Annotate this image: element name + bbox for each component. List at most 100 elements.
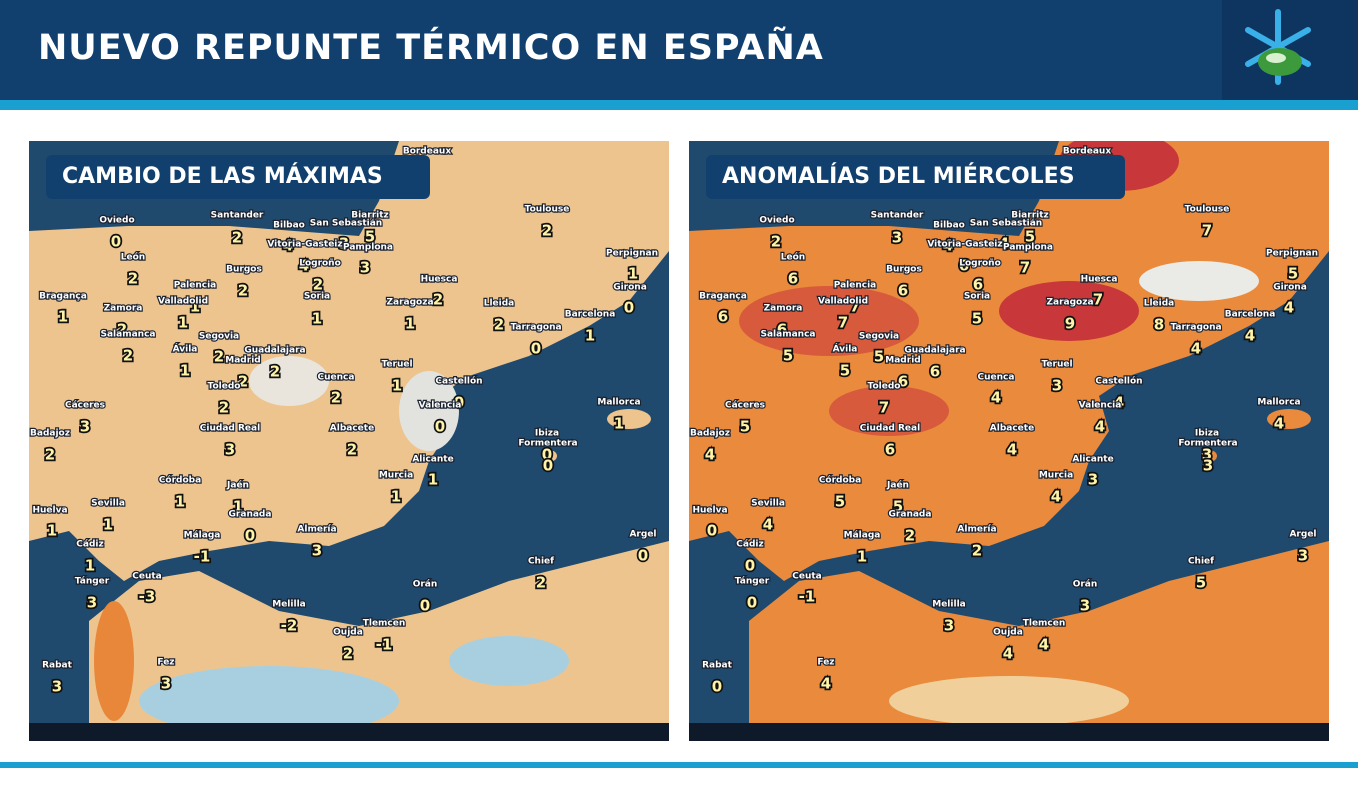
value-label: 2 — [232, 229, 242, 247]
value-label: 3 — [161, 675, 171, 693]
value-label: 1 — [392, 377, 402, 395]
value-label: 1 — [428, 471, 438, 489]
city-label: Granada — [229, 510, 272, 520]
value-label: 5 — [365, 228, 375, 246]
city-label: Burgos — [886, 265, 922, 275]
value-label: 1 — [175, 493, 185, 511]
city-label: Toulouse — [1185, 205, 1230, 215]
shade — [249, 356, 329, 406]
city-label: Salamanca — [101, 330, 156, 340]
value-label: -1 — [376, 636, 393, 654]
city-label: Santander — [211, 211, 264, 221]
shade — [139, 666, 399, 736]
value-label: 9 — [1065, 315, 1075, 333]
city-label: Zaragoza — [386, 298, 433, 308]
value-label: 2 — [128, 270, 138, 288]
value-label: 3 — [1202, 446, 1212, 464]
city-label: Soria — [304, 292, 330, 302]
city-label: Lleida — [1144, 299, 1175, 309]
value-label: 4 — [1003, 645, 1013, 663]
value-label: 2 — [238, 282, 248, 300]
city-label: Cádiz — [736, 540, 763, 550]
city-label: Zaragoza — [1046, 298, 1093, 308]
value-label: 3 — [87, 594, 97, 612]
value-label: 2 — [433, 291, 443, 309]
value-label: 2 — [45, 446, 55, 464]
city-label: Ciudad Real — [860, 424, 920, 434]
city-label: Zamora — [104, 304, 143, 314]
city-label: Tánger — [75, 577, 110, 587]
city-label: Córdoba — [819, 475, 861, 486]
value-label: 6 — [973, 276, 983, 294]
city-label: Tlemcen — [363, 619, 406, 629]
value-label: -1 — [194, 548, 211, 566]
header — [0, 0, 1358, 100]
city-label: Guadalajara — [904, 346, 965, 356]
city-label: León — [121, 252, 145, 263]
value-label: 0 — [435, 418, 445, 436]
value-label: 7 — [1093, 291, 1103, 309]
value-label: 3 — [1088, 471, 1098, 489]
value-label: 4 — [299, 257, 309, 275]
value-label: 1 — [180, 362, 190, 380]
city-label: Cáceres — [65, 401, 105, 411]
city-label: Ceuta — [792, 572, 822, 582]
value-label: 4 — [821, 675, 831, 693]
shade — [449, 636, 569, 686]
value-label: 0 — [707, 522, 717, 540]
value-label: 1 — [614, 415, 624, 433]
value-label: 1 — [233, 498, 243, 516]
city-label: Albacete — [990, 424, 1034, 434]
city-label: Vitoria-Gasteiz — [267, 240, 342, 250]
value-label: 2 — [343, 645, 353, 663]
city-label: Perpignan — [1266, 249, 1318, 259]
value-label: 0 — [712, 678, 722, 696]
city-label: Málaga — [184, 531, 221, 541]
city-label: Oujda — [333, 628, 363, 638]
city-label: Almería — [957, 525, 996, 535]
city-label: Teruel — [381, 360, 412, 370]
city-label: Huelva — [692, 506, 727, 516]
city-label: Tarragona — [510, 323, 561, 333]
map-title-box — [46, 155, 430, 199]
value-label: 2 — [347, 441, 357, 459]
city-label: Guadalajara — [244, 346, 305, 356]
city-label: Toledo — [868, 382, 901, 392]
city-label: Girona — [613, 283, 647, 293]
city-label: Cáceres — [725, 401, 765, 411]
shade — [399, 371, 459, 451]
shade — [1139, 261, 1259, 301]
city-label: Oujda — [993, 628, 1023, 638]
value-label: 2 — [771, 233, 781, 251]
city-label: Cuenca — [978, 373, 1015, 383]
value-label: 2 — [542, 222, 552, 240]
city-label: Jaén — [226, 480, 249, 491]
city-label: Granada — [889, 510, 932, 520]
value-label: 5 — [893, 498, 903, 516]
city-label: Bilbao — [933, 221, 965, 231]
value-label: 4 — [705, 446, 715, 464]
value-label: 4 — [943, 237, 953, 255]
map-panel: CAMBIO DE LAS MÁXIMAS Bordeaux Oviedo 0 San… — [29, 141, 669, 741]
value-label: 0 — [638, 547, 648, 565]
value-label: 3 — [1080, 597, 1090, 615]
city-label: Barcelona — [565, 310, 616, 320]
city-label: Segovia — [199, 332, 239, 342]
value-label: 0 — [543, 457, 553, 475]
value-label: -1 — [799, 588, 816, 606]
value-label: 2 — [536, 574, 546, 592]
city-label: Bilbao — [273, 221, 305, 231]
city-label: Argel — [1289, 530, 1316, 540]
city-label: Huesca — [421, 275, 458, 285]
value-label: 3 — [892, 229, 902, 247]
value-label: 1 — [190, 298, 200, 316]
logo-icon — [1245, 9, 1311, 85]
value-label: 1 — [585, 327, 595, 345]
value-label: 0 — [111, 233, 121, 251]
value-label: 7 — [1020, 259, 1030, 277]
city-label: Alicante — [1072, 455, 1113, 465]
city-label: Logroño — [299, 259, 341, 269]
value-label: 4 — [1191, 340, 1201, 358]
city-label: Pamplona — [343, 243, 393, 253]
city-label: San Sebastián — [310, 219, 382, 229]
